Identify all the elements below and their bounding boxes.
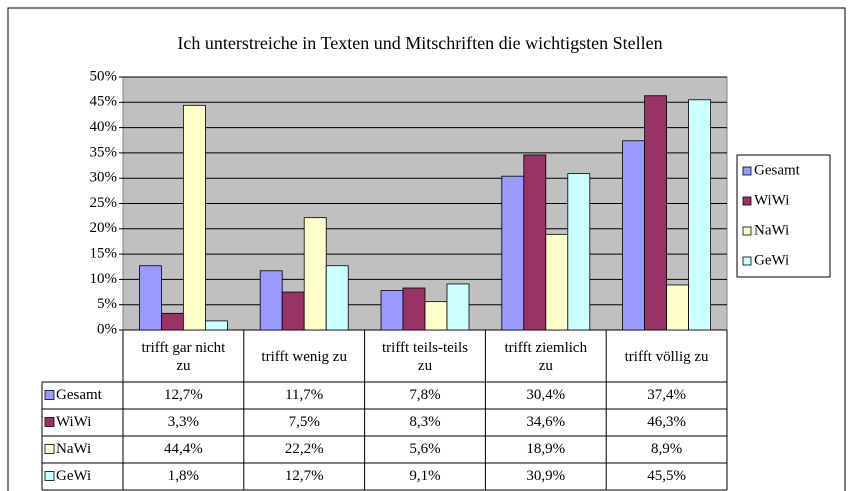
- legend-label: NaWi: [754, 222, 789, 238]
- y-tick-label: 40%: [90, 119, 118, 135]
- bar: [204, 320, 228, 331]
- table-series-name: GeWi: [56, 468, 91, 484]
- y-tick-label: 0%: [97, 321, 117, 337]
- data-label: 30,4%: [526, 387, 565, 403]
- data-label: 8,9%: [651, 441, 682, 457]
- data-label: 18,9%: [526, 441, 565, 457]
- legend-label: GeWi: [754, 252, 789, 268]
- bar: [303, 217, 327, 331]
- y-tick-label: 45%: [90, 94, 118, 110]
- x-tick-label: trifft ziemlich zu: [504, 340, 588, 374]
- y-tick-label: 30%: [90, 170, 118, 186]
- bar: [402, 287, 426, 331]
- data-label: 44,4%: [164, 441, 203, 457]
- data-label: 7,5%: [289, 414, 320, 430]
- data-label: 45,5%: [647, 468, 686, 484]
- legend-label: Gesamt: [754, 162, 801, 178]
- data-label: 46,3%: [647, 414, 686, 430]
- bar: [644, 95, 667, 331]
- data-label: 8,3%: [409, 414, 440, 430]
- legend-key: [44, 471, 55, 481]
- x-tick-label: trifft gar nicht zu: [141, 340, 226, 374]
- bar: [501, 175, 525, 331]
- bar: [138, 265, 162, 331]
- bar: [160, 312, 184, 331]
- legend-key: [44, 390, 55, 400]
- data-label: 1,8%: [168, 468, 199, 484]
- legend-key: [742, 196, 752, 206]
- legend-key: [742, 226, 752, 236]
- y-tick-label: 35%: [90, 144, 118, 160]
- legend-key: [44, 444, 55, 454]
- legend-key: [742, 166, 752, 176]
- bar: [380, 290, 404, 331]
- table-series-name: NaWi: [56, 441, 91, 457]
- data-label: 9,1%: [409, 468, 440, 484]
- data-label: 5,6%: [409, 441, 440, 457]
- legend-box: [736, 154, 831, 278]
- x-tick-label: trifft völlig zu: [624, 349, 709, 365]
- bar: [666, 284, 689, 331]
- bar: [567, 173, 591, 331]
- bar: [545, 233, 569, 331]
- data-label: 22,2%: [285, 441, 324, 457]
- bar: [182, 104, 206, 331]
- bar: [622, 140, 645, 331]
- bar: [424, 301, 448, 331]
- legend-key: [742, 256, 752, 266]
- data-label: 12,7%: [285, 468, 324, 484]
- data-label: 12,7%: [164, 387, 203, 403]
- chart-title: Ich unterstreiche in Texten und Mitschri…: [177, 33, 662, 53]
- bar: [259, 270, 283, 331]
- y-tick-label: 25%: [90, 195, 118, 211]
- y-tick-label: 5%: [97, 296, 117, 312]
- x-tick-label: trifft wenig zu: [261, 349, 347, 365]
- table-series-name: Gesamt: [56, 387, 103, 403]
- y-tick-label: 20%: [90, 220, 118, 236]
- y-tick-label: 10%: [90, 271, 118, 287]
- data-label: 7,8%: [409, 387, 440, 403]
- bar: [325, 265, 349, 331]
- bar: [688, 99, 711, 331]
- bar: [446, 283, 470, 331]
- y-tick-label: 50%: [90, 68, 118, 84]
- data-label: 34,6%: [526, 414, 565, 430]
- table-series-name: WiWi: [56, 414, 91, 430]
- x-tick-label: trifft teils-teils zu: [382, 340, 468, 374]
- data-label: 37,4%: [647, 387, 686, 403]
- bar: [523, 154, 547, 331]
- legend-key: [44, 417, 55, 427]
- legend-label: WiWi: [754, 192, 789, 208]
- data-label: 30,9%: [526, 468, 565, 484]
- y-tick-label: 15%: [90, 246, 118, 262]
- data-label: 3,3%: [168, 414, 199, 430]
- bar: [281, 291, 305, 331]
- data-label: 11,7%: [285, 387, 323, 403]
